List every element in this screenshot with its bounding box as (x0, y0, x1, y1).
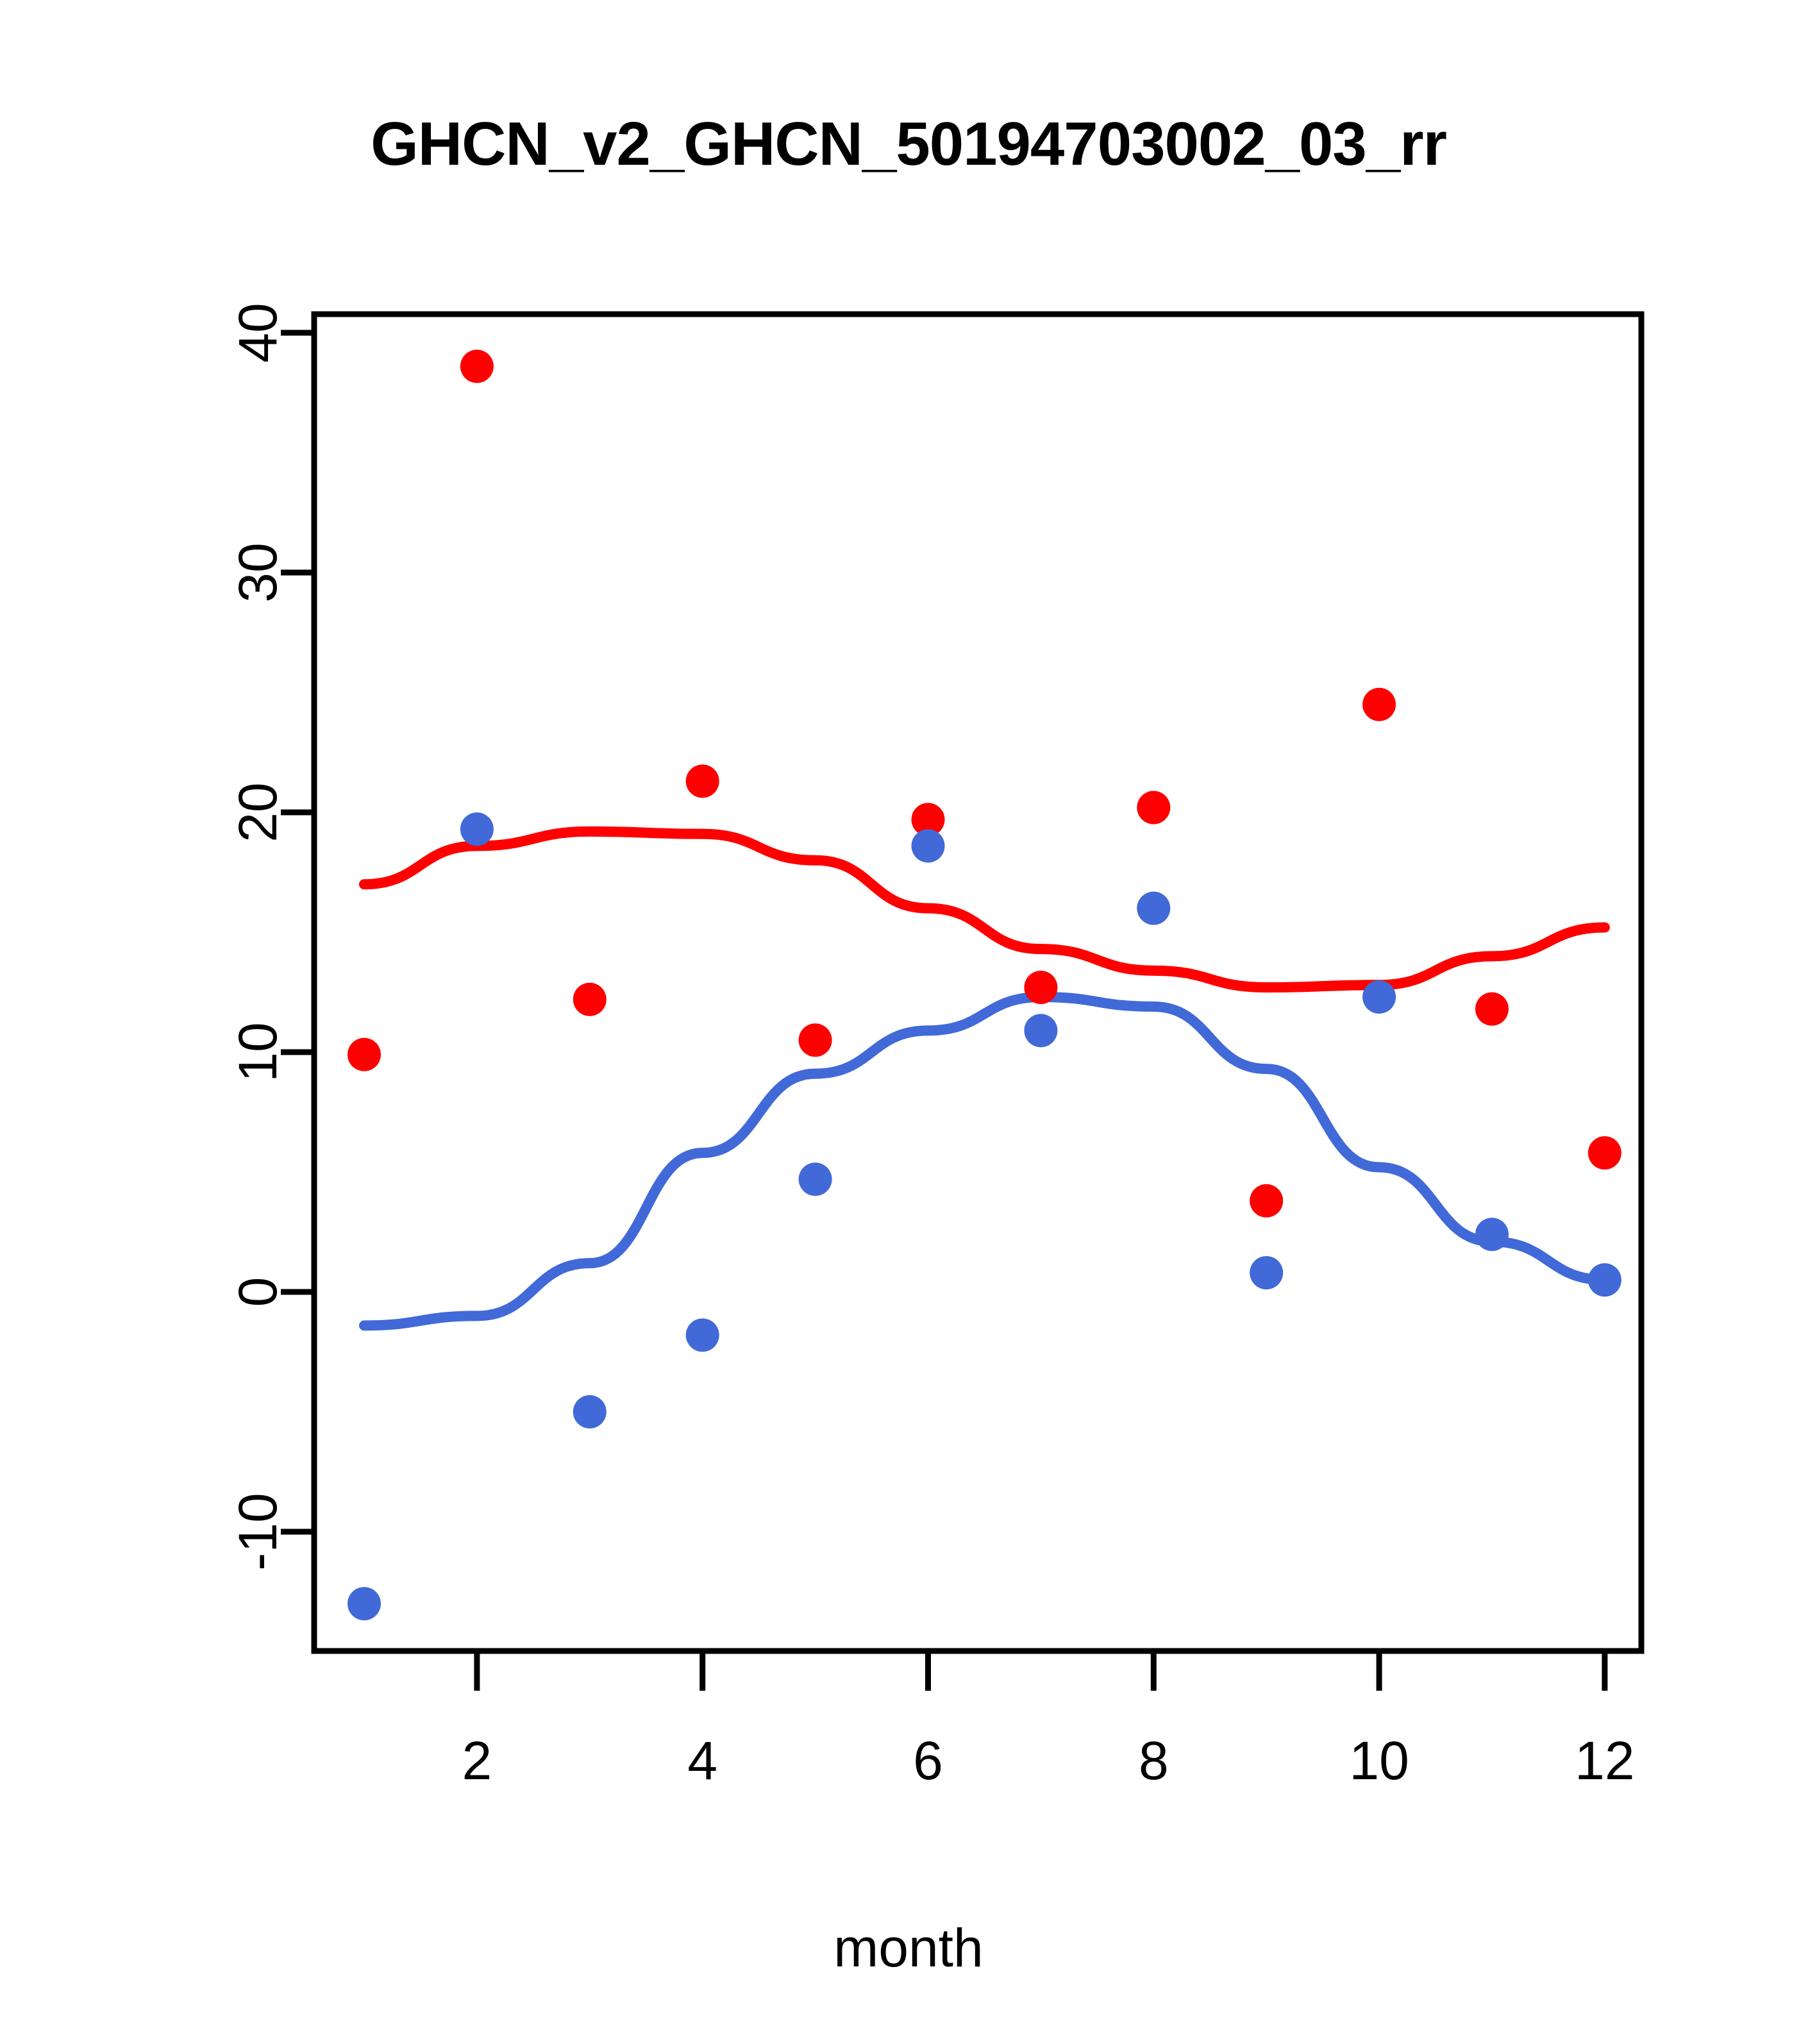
data-point-red (1362, 687, 1396, 721)
data-point-red (460, 349, 494, 383)
data-point-blue (798, 1162, 832, 1196)
data-point-blue (911, 829, 945, 863)
data-point-red (347, 1037, 381, 1071)
data-point-blue (1250, 1256, 1284, 1290)
x-tick-label: 12 (1575, 1730, 1634, 1791)
y-tick-label: 0 (228, 1277, 288, 1307)
data-point-red (1024, 971, 1058, 1005)
data-point-red (1587, 1136, 1621, 1170)
trend-lines (359, 826, 1610, 1331)
data-point-blue (1362, 980, 1396, 1014)
y-tick-label: 20 (228, 782, 288, 842)
data-point-blue (1475, 1218, 1509, 1252)
data-point-blue (1587, 1263, 1621, 1297)
data-point-blue (460, 812, 494, 846)
y-tick-label: -10 (228, 1493, 288, 1570)
y-axis: -10 0 10 20 30 40 (228, 303, 314, 1571)
data-point-blue (347, 1587, 381, 1621)
x-tick-label: 4 (687, 1730, 717, 1791)
data-point-blue (1137, 891, 1171, 925)
x-axis: 2 4 6 8 10 12 (462, 1651, 1635, 1791)
x-tick-label: 10 (1349, 1730, 1409, 1791)
data-point-red (1475, 992, 1509, 1026)
plot-box (311, 311, 1645, 1654)
data-point-red (798, 1023, 832, 1057)
data-point-blue (573, 1395, 607, 1428)
data-points (347, 349, 1621, 1621)
x-tick-label: 8 (1139, 1730, 1169, 1791)
x-axis-title: month (833, 1918, 984, 1978)
trend-line-blue (359, 991, 1610, 1331)
data-point-red (573, 982, 607, 1016)
data-point-blue (685, 1318, 719, 1352)
trend-line-red (359, 826, 1610, 993)
x-tick-label: 6 (913, 1730, 943, 1791)
data-point-red (1137, 791, 1171, 825)
data-point-red (685, 764, 719, 798)
data-point-red (1250, 1184, 1284, 1218)
chart-title: GHCN_v2_GHCN_50194703002_03_rr (371, 110, 1447, 178)
data-point-red (911, 803, 945, 837)
x-tick-label: 2 (462, 1730, 492, 1791)
y-tick-label: 40 (228, 303, 288, 362)
data-point-blue (1024, 1014, 1058, 1048)
y-tick-label: 30 (228, 542, 288, 602)
y-tick-label: 10 (228, 1022, 288, 1082)
